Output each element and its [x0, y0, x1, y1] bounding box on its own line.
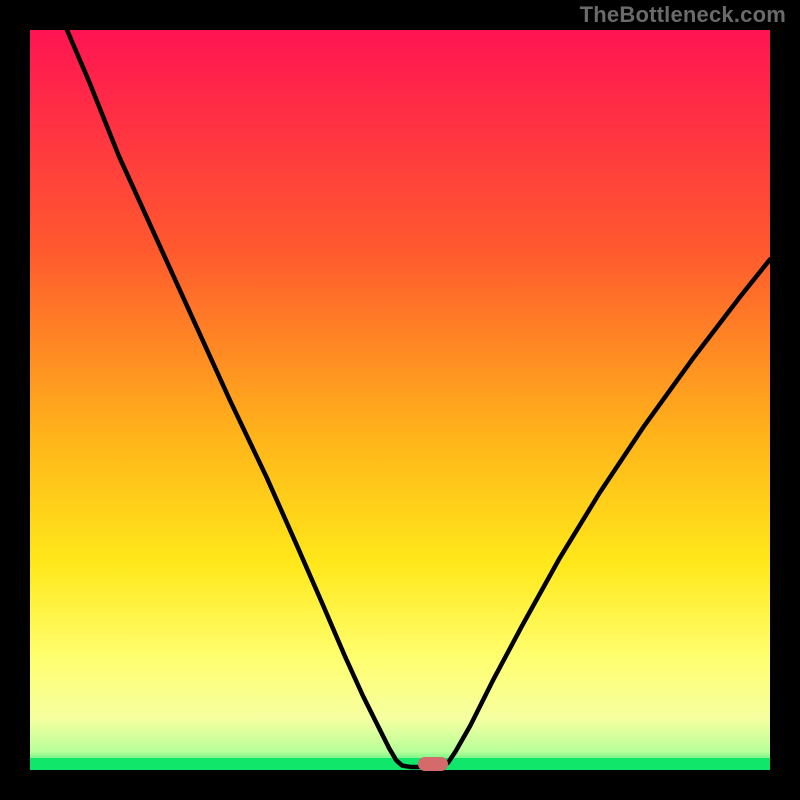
- chart-frame: TheBottleneck.com: [0, 0, 800, 800]
- curve-path: [67, 30, 770, 767]
- optimum-marker: [418, 757, 448, 771]
- bottleneck-curve: [30, 30, 770, 770]
- watermark-text: TheBottleneck.com: [580, 2, 786, 28]
- plot-area: [30, 30, 770, 770]
